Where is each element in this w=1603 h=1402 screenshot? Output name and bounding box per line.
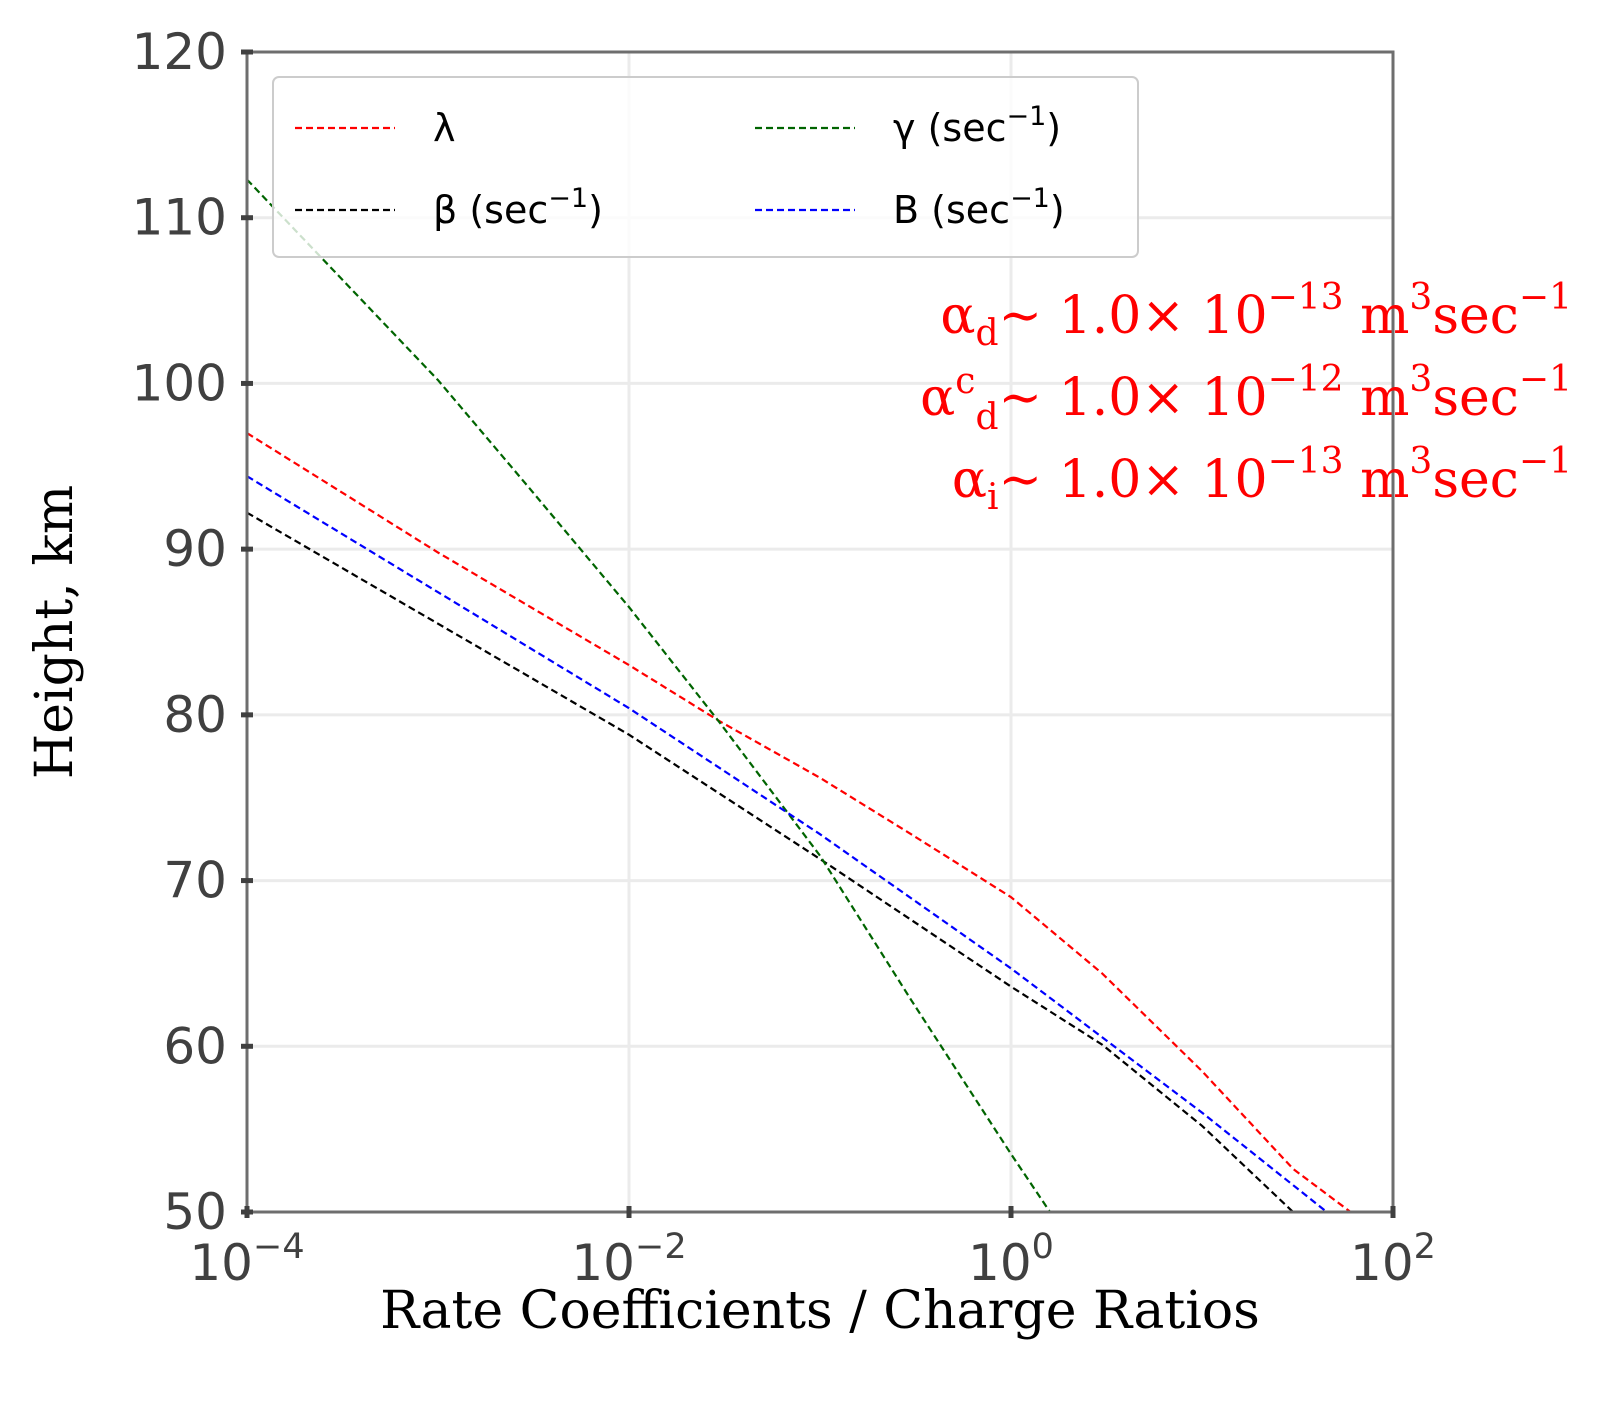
legend-box bbox=[272, 76, 1139, 258]
y-tick-label: 70 bbox=[163, 852, 227, 910]
x-tick-label: 100 bbox=[968, 1227, 1054, 1292]
legend-label: λ bbox=[433, 106, 456, 150]
legend: λ β (sec−1) γ (sec−1) B (sec−1) bbox=[272, 76, 1139, 258]
x-tick-label: 10−2 bbox=[571, 1227, 686, 1292]
legend-label: γ (sec−1) bbox=[893, 101, 1061, 150]
x-axis-label: Rate Coefficients / Charge Ratios bbox=[380, 1281, 1260, 1341]
series-line bbox=[246, 432, 1352, 1213]
y-tick-label: 80 bbox=[163, 686, 227, 744]
plot-frame bbox=[245, 50, 1395, 1214]
series-line bbox=[246, 511, 1294, 1213]
y-tick-label: 100 bbox=[132, 354, 227, 412]
y-tick-label: 60 bbox=[163, 1017, 227, 1075]
y-tick-label: 90 bbox=[163, 520, 227, 578]
annotation-text: αi∼ 1.0× 10−13 m3sec−1 bbox=[952, 441, 1572, 518]
ticks: 10−4 10−2 100 102 50 60 70 80 90 100 110 120 bbox=[132, 23, 1436, 1292]
y-axis-label: Height, km bbox=[25, 485, 85, 779]
y-tick-label: 50 bbox=[163, 1183, 227, 1241]
legend-label: β (sec−1) bbox=[433, 183, 603, 232]
series-layer bbox=[246, 178, 1352, 1213]
series-line bbox=[246, 475, 1328, 1213]
x-tick-label: 102 bbox=[1350, 1227, 1436, 1292]
x-tick-label: 10−4 bbox=[189, 1227, 304, 1292]
annotation-text: αd∼ 1.0× 10−13 m3sec−1 bbox=[940, 277, 1572, 354]
y-tick-label: 110 bbox=[132, 189, 227, 247]
annotation-text: αcd∼ 1.0× 10−12 m3sec−1 bbox=[920, 359, 1572, 438]
legend-label: B (sec−1) bbox=[893, 183, 1065, 232]
y-tick-label: 120 bbox=[132, 23, 227, 81]
series-line bbox=[246, 178, 1051, 1213]
